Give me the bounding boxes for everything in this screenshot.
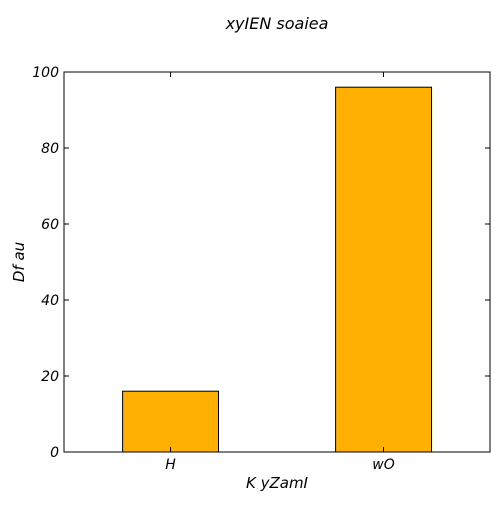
y-tick-label-60: 60: [41, 217, 59, 233]
chart-title: xyIEN soaiea: [225, 14, 329, 33]
y-tick-label-40: 40: [41, 293, 59, 309]
plot-frame: [63, 71, 491, 453]
y-axis-label: Df au: [10, 242, 28, 282]
y-tick-label-80: 80: [41, 141, 59, 157]
bar-H: [122, 390, 219, 453]
x-axis-label: K yZamI: [246, 474, 309, 492]
bar-wO: [335, 86, 433, 453]
bars-layer: [122, 86, 433, 453]
y-tick-label-20: 20: [41, 369, 59, 385]
x-tick-label-H: H: [165, 457, 176, 473]
y-tick-label-0: 0: [50, 445, 59, 461]
x-tick-label-wO: wO: [372, 457, 394, 473]
y-tick-label-100: 100: [32, 65, 59, 81]
